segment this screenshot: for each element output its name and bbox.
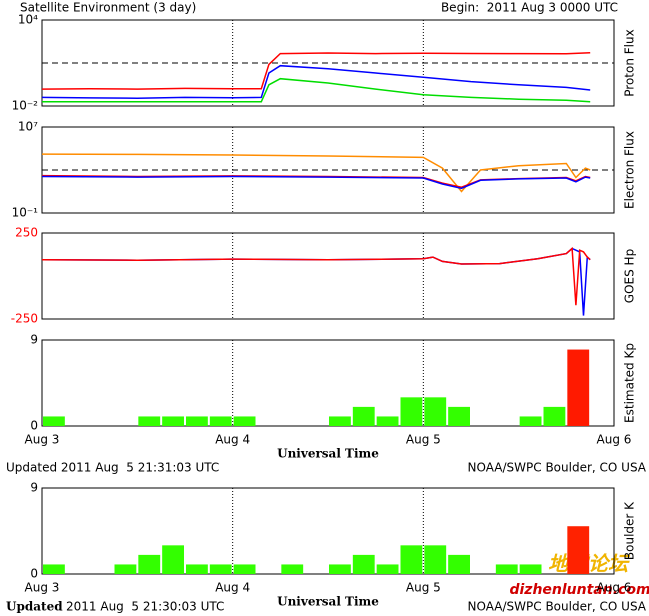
- data-line: [41, 153, 591, 193]
- plot-frame: [41, 339, 615, 427]
- bar: [424, 397, 447, 426]
- x-tick-label: Aug 3: [25, 433, 60, 447]
- y-tick-label: 10⁻²: [12, 99, 39, 113]
- bar: [43, 564, 65, 574]
- bar: [519, 564, 542, 574]
- bar: [495, 564, 518, 574]
- x-tick-label: Aug 6: [597, 581, 632, 595]
- data-line: [41, 175, 591, 190]
- updated: Updated 2011 Aug 5 21:31:03 UTC: [6, 461, 219, 475]
- bar: [448, 554, 470, 574]
- plot-frame: [41, 487, 615, 575]
- bar: [329, 416, 351, 426]
- begin-time: Begin: 2011 Aug 3 0000 UTC: [441, 1, 618, 15]
- watermark-cn: 地震论坛: [548, 552, 631, 576]
- y-axis-label: Estimated Kp: [623, 343, 637, 423]
- y-axis-label: Proton Flux: [623, 29, 637, 96]
- y-tick-label: 9: [30, 333, 38, 347]
- y-axis-label: GOES Hp: [623, 249, 637, 303]
- y-tick-label: 0: [30, 567, 38, 581]
- source: NOAA/SWPC Boulder, CO USA: [468, 600, 647, 614]
- data-line: [41, 51, 591, 90]
- bar: [376, 564, 399, 574]
- bar: [448, 406, 470, 426]
- data-line: [41, 64, 591, 99]
- title: Satellite Environment (3 day): [20, 1, 196, 15]
- bar: [400, 545, 423, 574]
- y-tick-label: 10⁻¹: [12, 206, 39, 220]
- bar: [186, 416, 208, 426]
- bar: [329, 564, 351, 574]
- x-tick-label: Aug 5: [406, 581, 441, 595]
- bar: [233, 564, 256, 574]
- y-tick-label: 0: [30, 419, 38, 433]
- bar: [209, 564, 232, 574]
- bar: [138, 416, 161, 426]
- bar: [543, 406, 566, 426]
- bar: [114, 564, 137, 574]
- data-line: [41, 246, 591, 306]
- bar: [567, 349, 590, 426]
- y-tick-label: 250: [15, 226, 38, 240]
- updated-time: 2011 Aug 5 21:30:03 UTC: [66, 600, 224, 614]
- y-tick-label: 10⁴: [18, 13, 38, 27]
- x-tick-label: Aug 5: [406, 433, 441, 447]
- y-tick-label: 10⁷: [18, 120, 38, 134]
- bar: [352, 406, 375, 426]
- updated-label: Updated: [6, 600, 63, 614]
- x-axis-label: Universal Time: [277, 447, 379, 461]
- bar: [424, 545, 447, 574]
- bar: [519, 416, 542, 426]
- plot-frame: [41, 232, 615, 320]
- data-line: [41, 247, 591, 316]
- y-axis-label: Boulder K: [623, 501, 637, 560]
- bar: [186, 564, 208, 574]
- bar: [376, 416, 399, 426]
- x-tick-label: Aug 3: [25, 581, 60, 595]
- watermark-url: dizhenluntan.com: [509, 582, 649, 598]
- bar: [162, 416, 184, 426]
- x-tick-label: Aug 4: [215, 581, 250, 595]
- x-tick-label: Aug 4: [215, 433, 250, 447]
- y-tick-label: -250: [11, 312, 38, 326]
- bar: [233, 416, 256, 426]
- bar: [400, 397, 423, 426]
- bar: [281, 564, 304, 574]
- bar: [43, 416, 65, 426]
- source: NOAA/SWPC Boulder, CO USA: [468, 461, 647, 475]
- bar: [138, 554, 161, 574]
- bar: [209, 416, 232, 426]
- y-axis-label: Electron Flux: [623, 131, 637, 209]
- bar: [162, 545, 184, 574]
- y-tick-label: 9: [30, 481, 38, 495]
- bar: [567, 526, 590, 574]
- bar: [352, 554, 375, 574]
- data-line: [42, 77, 591, 103]
- x-tick-label: Aug 6: [597, 433, 632, 447]
- x-axis-label: Universal Time: [277, 595, 379, 609]
